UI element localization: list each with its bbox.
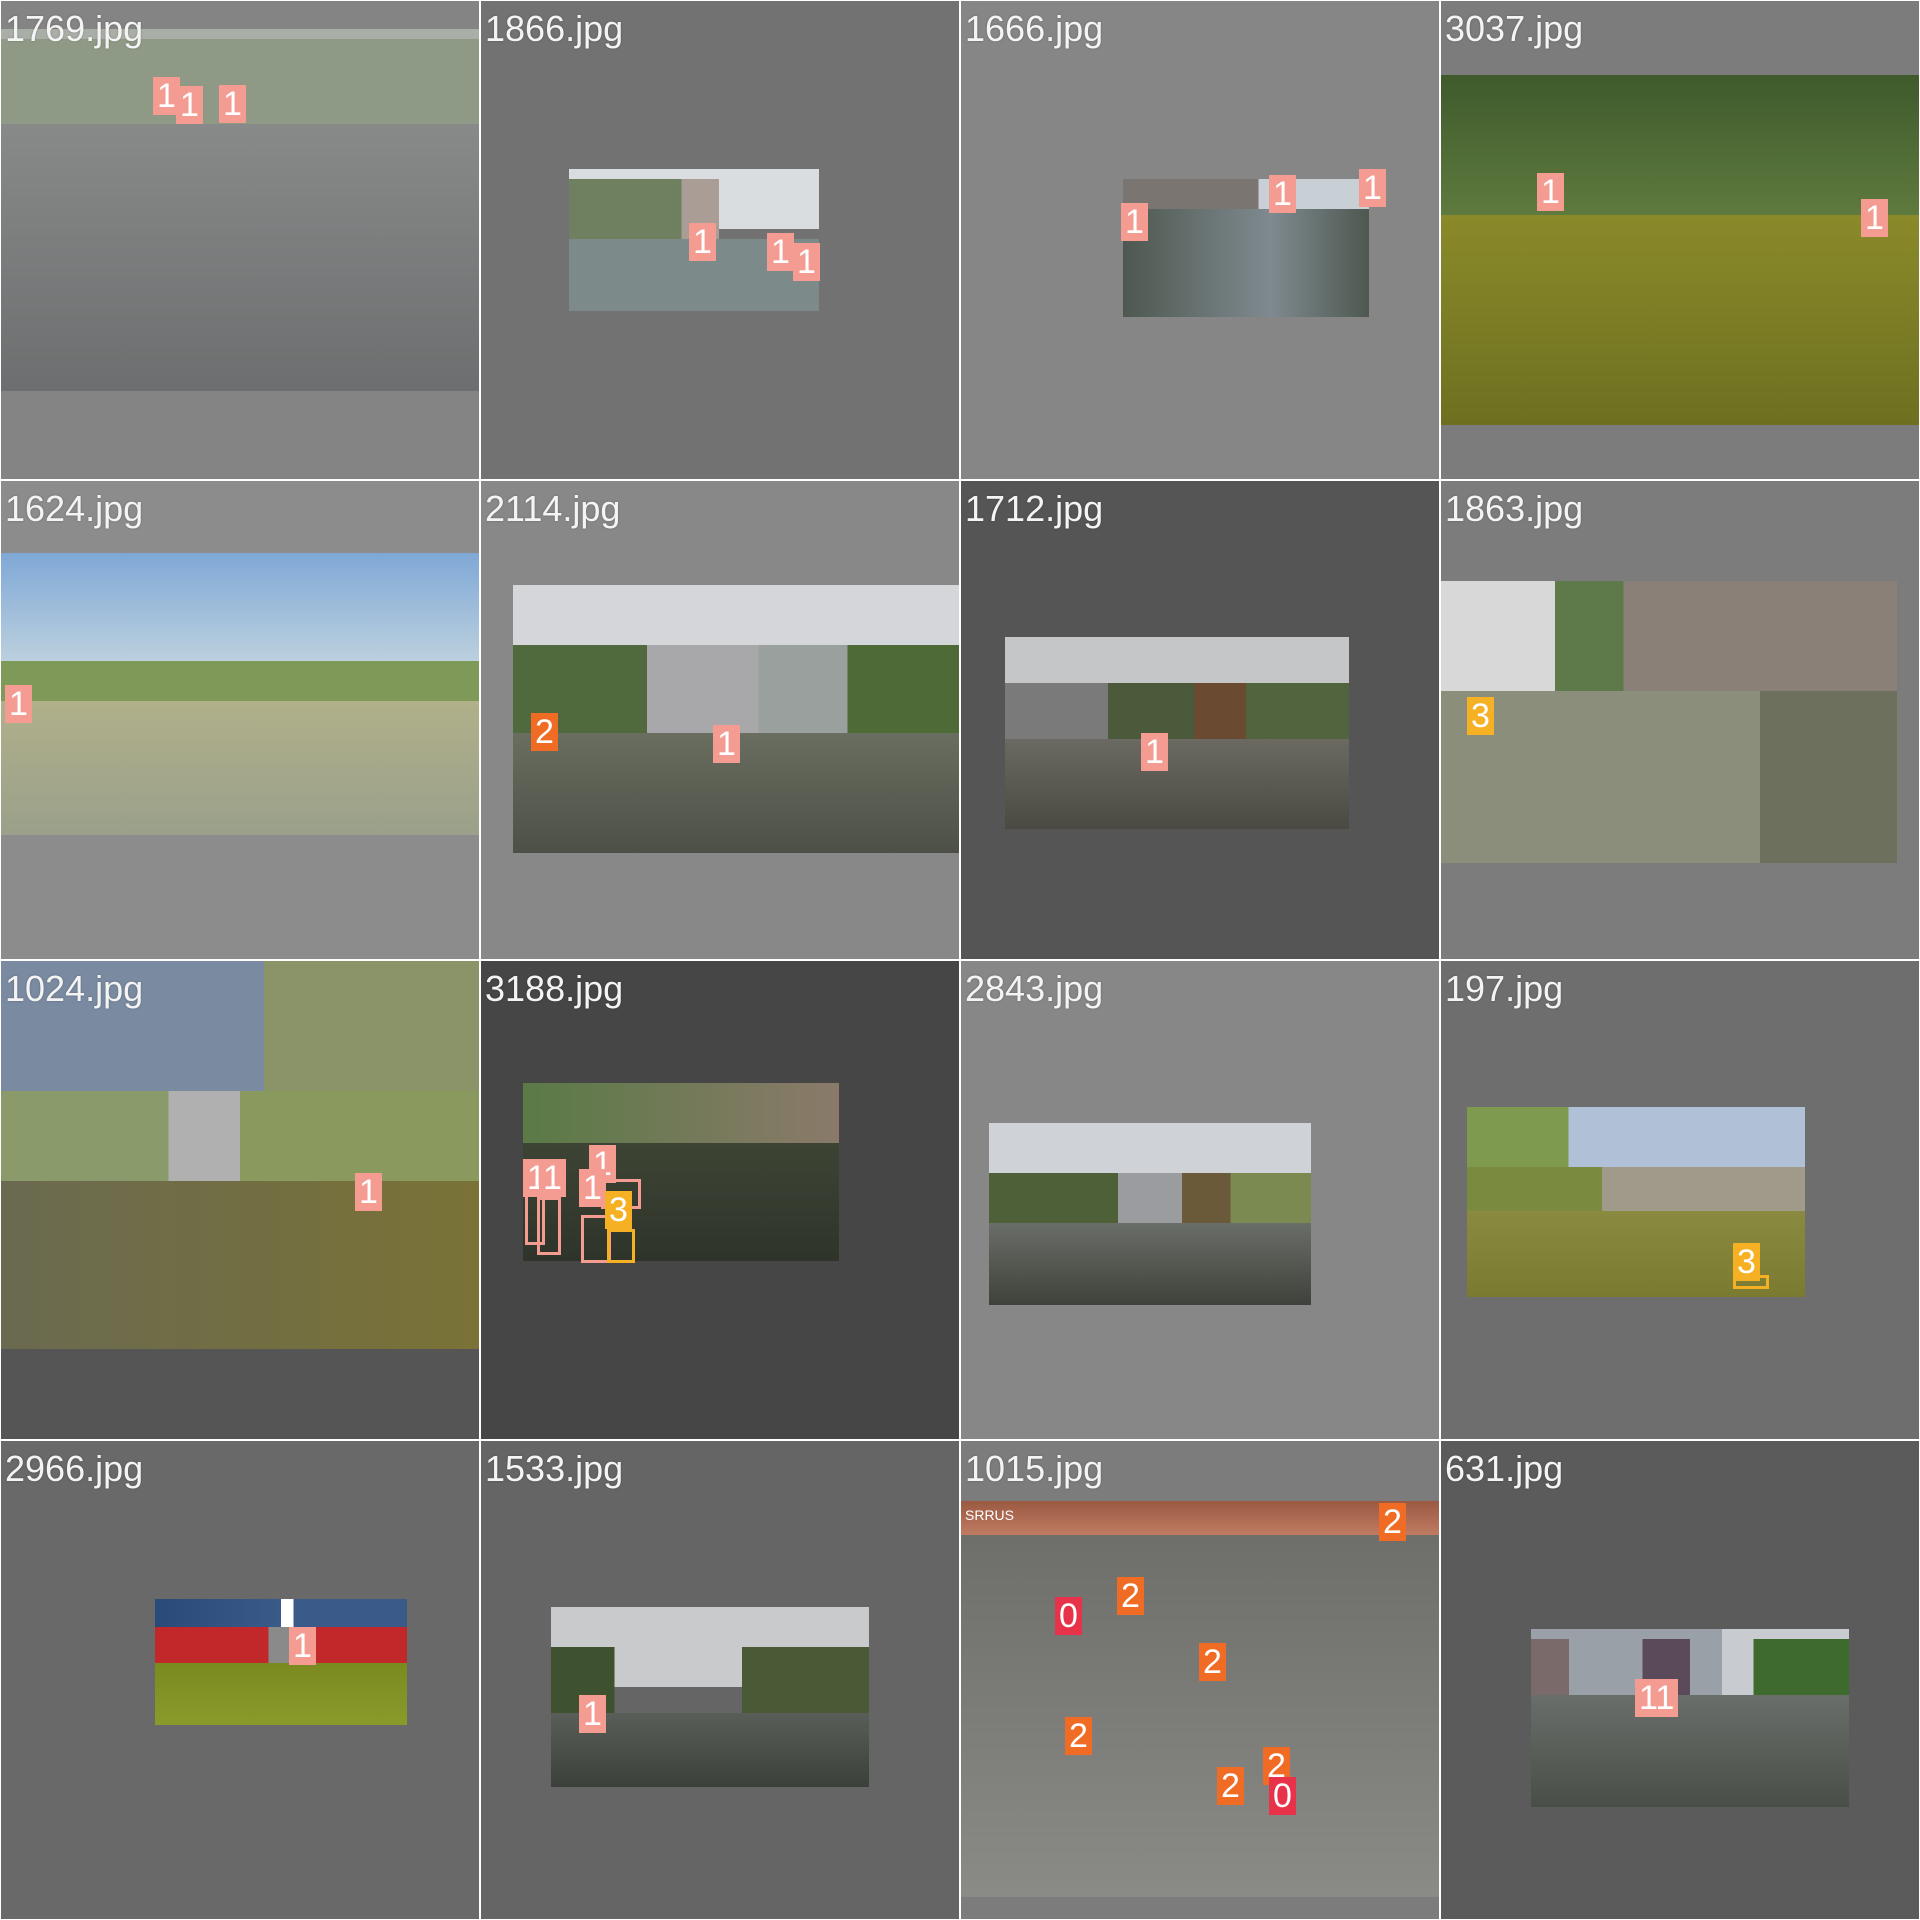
- class-label: 1: [713, 725, 740, 763]
- photo-thumbnail: [1123, 179, 1369, 317]
- photo-thumbnail: [989, 1123, 1311, 1305]
- class-label: 1: [289, 1627, 316, 1665]
- image-filename: 197.jpg: [1445, 968, 1564, 1009]
- class-label: 11: [1635, 1679, 1679, 1717]
- photo-thumbnail: [1467, 1107, 1805, 1297]
- mosaic-tile: SRRUS 1015.jpg 2 2 0 2 2 2 0 2: [960, 1440, 1440, 1920]
- photo-thumbnail: [523, 1083, 839, 1261]
- photo-thumbnail: [513, 585, 959, 853]
- class-label: 1: [689, 223, 716, 261]
- mosaic-tile: 2966.jpg 1: [0, 1440, 480, 1920]
- mosaic-tile: 1533.jpg 1: [480, 1440, 960, 1920]
- photo-thumbnail: SRRUS: [961, 1501, 1439, 1897]
- class-label: 0: [1055, 1597, 1082, 1635]
- detection-box: [537, 1197, 561, 1255]
- image-filename: 3037.jpg: [1445, 8, 1584, 49]
- class-label: 1: [1269, 175, 1296, 213]
- mosaic-tile: 631.jpg 11: [1440, 1440, 1920, 1920]
- photo-thumbnail: [1, 29, 479, 391]
- photo-thumbnail: [1, 553, 479, 835]
- image-filename: 1024.jpg: [5, 968, 144, 1009]
- class-label: 2: [1217, 1767, 1244, 1805]
- mosaic-tile: 3188.jpg 1 1 1 1 3: [480, 960, 960, 1440]
- image-filename: 1863.jpg: [1445, 488, 1584, 529]
- mosaic-tile: 2114.jpg 2 1: [480, 480, 960, 960]
- class-label: 2: [1199, 1643, 1226, 1681]
- image-filename: 631.jpg: [1445, 1448, 1564, 1489]
- detection-box: [607, 1229, 635, 1263]
- class-label: 3: [1733, 1243, 1760, 1281]
- class-label: 1: [767, 233, 794, 271]
- class-label: 2: [1065, 1717, 1092, 1755]
- image-filename: 1533.jpg: [485, 1448, 624, 1489]
- mosaic-tile: 197.jpg 3: [1440, 960, 1920, 1440]
- class-label: 3: [1467, 697, 1494, 735]
- photo-thumbnail: [1441, 581, 1897, 863]
- class-label: 1: [539, 1159, 566, 1197]
- class-label: 1: [1359, 169, 1386, 207]
- photo-thumbnail: [1005, 637, 1349, 829]
- mosaic-tile: 3037.jpg 1 1: [1440, 0, 1920, 480]
- photo-thumbnail: [1, 961, 479, 1349]
- photo-thumbnail: [1441, 75, 1919, 425]
- class-label: 2: [531, 713, 558, 751]
- class-label: 1: [5, 685, 32, 723]
- class-label: 1: [579, 1695, 606, 1733]
- image-filename: 2114.jpg: [485, 488, 621, 529]
- photo-thumbnail: [1531, 1629, 1849, 1807]
- image-filename: 1015.jpg: [965, 1448, 1104, 1489]
- photo-thumbnail: [155, 1599, 407, 1725]
- image-filename: 1866.jpg: [485, 8, 624, 49]
- image-filename: 2843.jpg: [965, 968, 1104, 1009]
- image-filename: 3188.jpg: [485, 968, 624, 1009]
- mosaic-tile: 1024.jpg 1: [0, 960, 480, 1440]
- class-label: 3: [605, 1191, 632, 1229]
- mosaic-tile: 1863.jpg 3: [1440, 480, 1920, 960]
- class-label: 1: [153, 77, 180, 115]
- class-label: 1: [1861, 199, 1888, 237]
- class-label: 1: [176, 86, 203, 124]
- class-label: 1: [355, 1173, 382, 1211]
- mosaic-tile: 2843.jpg: [960, 960, 1440, 1440]
- mosaic-tile: 1624.jpg 1: [0, 480, 480, 960]
- mosaic-tile: 1769.jpg 1 1 1: [0, 0, 480, 480]
- class-label: 1: [1537, 173, 1564, 211]
- image-filename: 1712.jpg: [965, 488, 1104, 529]
- image-filename: 1666.jpg: [965, 8, 1104, 49]
- photo-watermark: SRRUS: [965, 1507, 1015, 1523]
- image-filename: 2966.jpg: [5, 1448, 144, 1489]
- class-label: 0: [1269, 1777, 1296, 1815]
- class-label: 1: [219, 85, 246, 123]
- class-label: 2: [1117, 1577, 1144, 1615]
- mosaic-tile: 1866.jpg 1 1 1: [480, 0, 960, 480]
- class-label: 1: [793, 243, 820, 281]
- class-label: 1: [1141, 733, 1168, 771]
- mosaic-tile: 1712.jpg 1: [960, 480, 1440, 960]
- class-label: 2: [1379, 1503, 1406, 1541]
- class-label: 1: [579, 1169, 606, 1207]
- image-filename: 1769.jpg: [5, 8, 144, 49]
- mosaic-tile: 1666.jpg 1 1 1: [960, 0, 1440, 480]
- image-filename: 1624.jpg: [5, 488, 144, 529]
- class-label: 1: [1121, 203, 1148, 241]
